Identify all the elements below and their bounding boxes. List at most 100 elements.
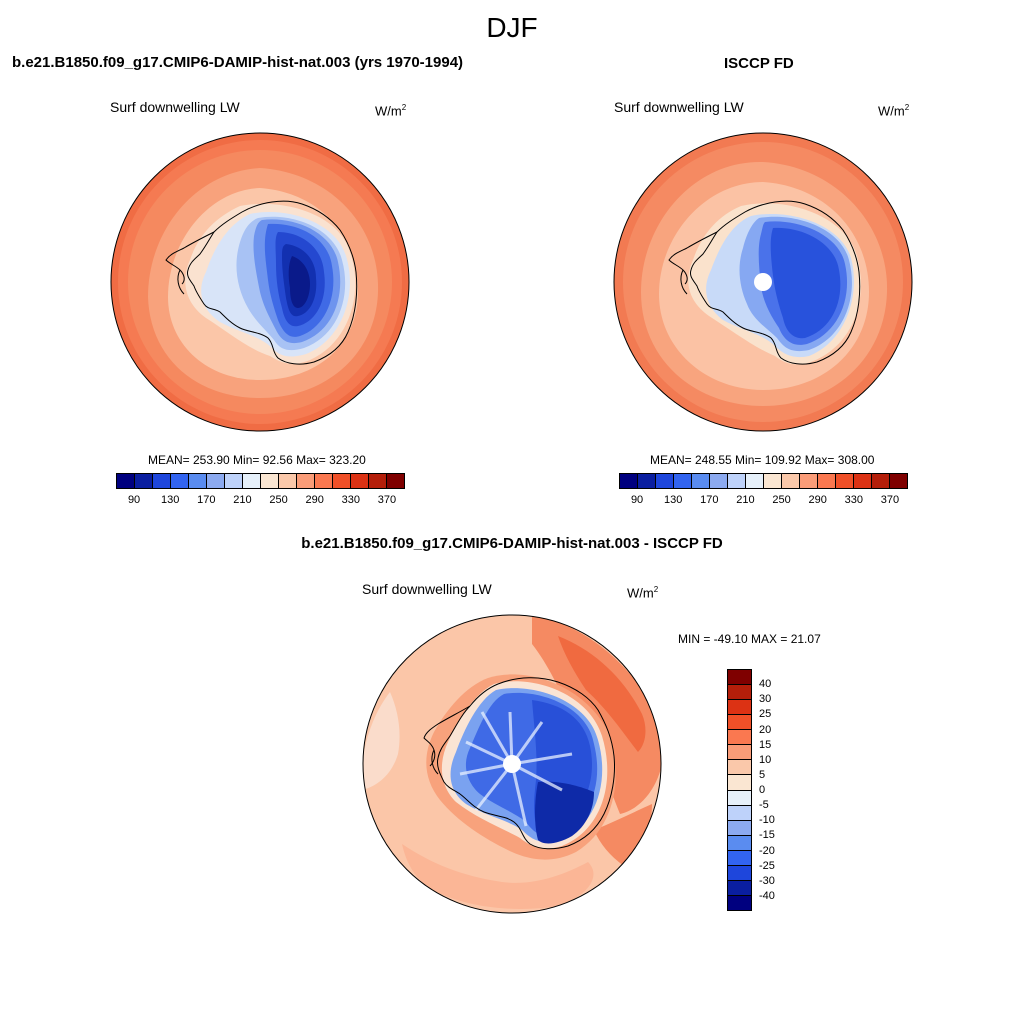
colorbar-swatch	[728, 715, 751, 731]
colorbar-tick-label: -10	[759, 814, 775, 827]
colorbar-swatch	[728, 880, 751, 896]
figure-title: DJF	[486, 12, 538, 43]
colorbar-tick-label: 170	[700, 494, 719, 506]
colorbar-swatch	[261, 474, 279, 488]
colorbar-tick-label: 130	[161, 494, 180, 506]
colorbar-swatch	[638, 474, 656, 488]
panel-model-title: b.e21.B1850.f09_g17.CMIP6-DAMIP-hist-nat…	[12, 54, 464, 71]
colorbar-swatch	[279, 474, 297, 488]
panel-obs-colorbar	[619, 473, 908, 489]
panel-model-colorbar-ticks: 90 130 170 210 250 290 330 370	[116, 494, 405, 508]
colorbar-swatch	[710, 474, 728, 488]
colorbar-tick-label: -20	[759, 844, 775, 857]
colorbar-swatch	[692, 474, 710, 488]
colorbar-swatch	[728, 685, 751, 701]
colorbar-tick-label: 20	[759, 723, 772, 736]
colorbar-swatch	[728, 745, 751, 761]
colorbar-tick-label: 40	[759, 678, 772, 691]
panel-obs-stats: MEAN= 248.55 Min= 109.92 Max= 308.00	[650, 453, 875, 467]
colorbar-tick-label: -25	[759, 859, 775, 872]
colorbar-swatch	[854, 474, 872, 488]
colorbar-swatch	[872, 474, 890, 488]
colorbar-swatch	[297, 474, 315, 488]
colorbar-tick-label: 330	[341, 494, 360, 506]
colorbar-swatch	[333, 474, 351, 488]
colorbar-swatch	[818, 474, 836, 488]
colorbar-swatch	[153, 474, 171, 488]
colorbar-tick-label: 130	[664, 494, 683, 506]
panel-diff-colorbar-ticks: 40 30 25 20 15 10 5 0 -5 -10 -15 -20 -25 -30 -40	[759, 669, 819, 911]
colorbar-swatch	[728, 805, 751, 821]
panel-diff-title: b.e21.B1850.f09_g17.CMIP6-DAMIP-hist-nat…	[301, 535, 723, 552]
colorbar-swatch	[728, 835, 751, 851]
panel-model-variable-label: Surf downwelling LW	[110, 99, 240, 115]
panel-model-stats: MEAN= 253.90 Min= 92.56 Max= 323.20	[148, 453, 366, 467]
colorbar-tick-label: 210	[736, 494, 755, 506]
colorbar-swatch	[890, 474, 907, 488]
colorbar-tick-label: 250	[269, 494, 288, 506]
colorbar-swatch	[728, 760, 751, 776]
panel-obs-units: W/m2	[878, 103, 910, 119]
colorbar-tick-label: 0	[759, 784, 766, 796]
panel-diff-map	[362, 614, 662, 914]
panel-diff-stats: MIN = -49.10 MAX = 21.07	[678, 632, 821, 646]
colorbar-swatch	[800, 474, 818, 488]
colorbar-swatch	[315, 474, 333, 488]
colorbar-swatch	[728, 820, 751, 836]
colorbar-tick-label: 170	[197, 494, 216, 506]
panel-obs-map	[613, 132, 913, 432]
colorbar-swatch	[674, 474, 692, 488]
colorbar-swatch	[171, 474, 189, 488]
colorbar-tick-label: 330	[844, 494, 863, 506]
colorbar-swatch	[207, 474, 225, 488]
colorbar-swatch	[728, 895, 751, 910]
colorbar-tick-label: -30	[759, 874, 775, 887]
colorbar-swatch	[135, 474, 153, 488]
panel-obs-variable-label: Surf downwelling LW	[614, 99, 744, 115]
colorbar-tick-label: 370	[377, 494, 397, 506]
panel-obs-colorbar-ticks: 90 130 170 210 250 290 330 370	[619, 494, 908, 508]
colorbar-swatch	[728, 865, 751, 881]
colorbar-tick-label: 90	[127, 494, 141, 506]
colorbar-tick-label: 30	[759, 693, 772, 706]
colorbar-tick-label: 90	[630, 494, 644, 506]
colorbar-swatch	[620, 474, 638, 488]
colorbar-swatch	[117, 474, 135, 488]
colorbar-tick-label: -5	[759, 799, 769, 812]
panel-diff-units: W/m2	[627, 585, 659, 601]
colorbar-swatch	[351, 474, 369, 488]
colorbar-swatch	[746, 474, 764, 488]
colorbar-tick-label: 210	[233, 494, 252, 506]
colorbar-swatch	[369, 474, 387, 488]
colorbar-swatch	[728, 700, 751, 716]
colorbar-tick-label: -15	[759, 829, 775, 842]
colorbar-swatch	[656, 474, 674, 488]
colorbar-tick-label: 25	[759, 708, 772, 721]
colorbar-tick-label: 250	[772, 494, 791, 506]
colorbar-swatch	[728, 730, 751, 746]
colorbar-tick-label: 5	[759, 768, 766, 781]
colorbar-tick-label: 15	[759, 738, 772, 751]
colorbar-swatch	[728, 850, 751, 866]
panel-diff-colorbar	[727, 669, 752, 911]
colorbar-swatch	[728, 790, 751, 806]
colorbar-tick-label: 290	[305, 494, 324, 506]
colorbar-swatch	[728, 474, 746, 488]
colorbar-swatch	[764, 474, 782, 488]
colorbar-swatch	[243, 474, 261, 488]
colorbar-swatch	[189, 474, 207, 488]
colorbar-tick-label: 290	[808, 494, 827, 506]
panel-model-colorbar	[116, 473, 405, 489]
colorbar-swatch	[728, 775, 751, 791]
colorbar-swatch	[782, 474, 800, 488]
colorbar-swatch	[387, 474, 404, 488]
colorbar-tick-label: 370	[880, 494, 900, 506]
panel-model-units: W/m2	[375, 103, 407, 119]
panel-obs-title: ISCCP FD	[724, 55, 794, 72]
panel-diff-variable-label: Surf downwelling LW	[362, 581, 492, 597]
colorbar-swatch	[836, 474, 854, 488]
panel-model-map	[110, 132, 410, 432]
colorbar-swatch	[728, 670, 751, 686]
colorbar-tick-label: -40	[759, 889, 775, 902]
colorbar-tick-label: 10	[759, 753, 772, 766]
